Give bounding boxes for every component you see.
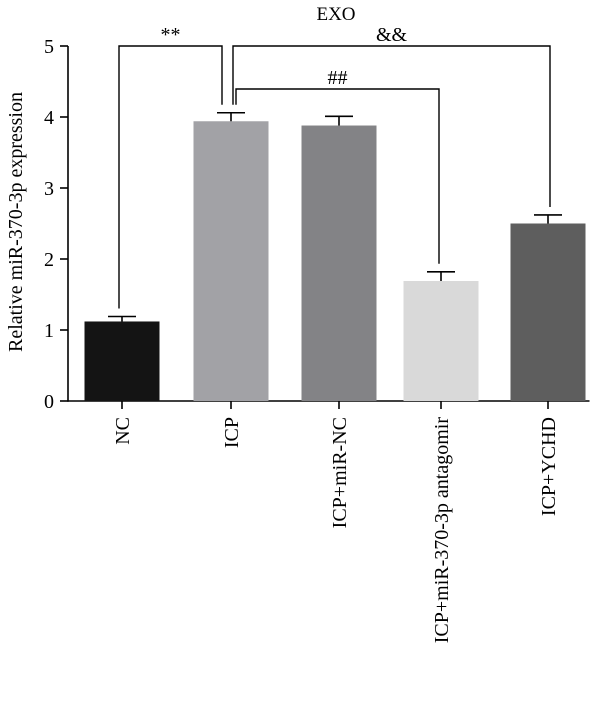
x-tick-labels: NC ICP ICP+miR-NC ICP+miR-370-3p antagomir I… xyxy=(112,417,560,644)
y-tick-label: 2 xyxy=(44,249,54,271)
significance-brackets: ** ## && xyxy=(118,24,551,309)
significance-bracket xyxy=(232,45,551,207)
bar xyxy=(84,321,160,401)
chart-title: EXO xyxy=(316,4,355,25)
bar xyxy=(510,223,586,401)
error-bars xyxy=(108,111,562,322)
x-tick-label: ICP+YCHD xyxy=(538,417,560,516)
x-tick-label: ICP+miR-370-3p antagomir xyxy=(431,417,453,644)
x-axis xyxy=(68,400,590,409)
bars xyxy=(84,121,586,402)
y-tick-label: 0 xyxy=(44,391,54,413)
significance-label: && xyxy=(376,24,408,46)
y-tick-label: 3 xyxy=(44,178,54,200)
bar xyxy=(301,125,377,402)
x-tick-label: ICP xyxy=(221,417,243,448)
y-tick-label: 1 xyxy=(44,320,54,342)
significance-bracket xyxy=(235,88,440,264)
y-tick-label: 4 xyxy=(44,107,54,129)
y-axis-label: Relative miR-370-3p expression xyxy=(5,92,27,352)
significance-label: ## xyxy=(328,67,348,89)
y-tick-label: 5 xyxy=(44,36,54,58)
bar xyxy=(403,281,479,401)
bar xyxy=(193,121,269,401)
significance-label: ** xyxy=(161,24,181,46)
significance-bracket xyxy=(118,45,223,309)
y-axis: 0 1 2 3 4 5 xyxy=(44,36,69,413)
x-tick-label: ICP+miR-NC xyxy=(329,417,351,528)
x-tick-label: NC xyxy=(112,417,134,445)
